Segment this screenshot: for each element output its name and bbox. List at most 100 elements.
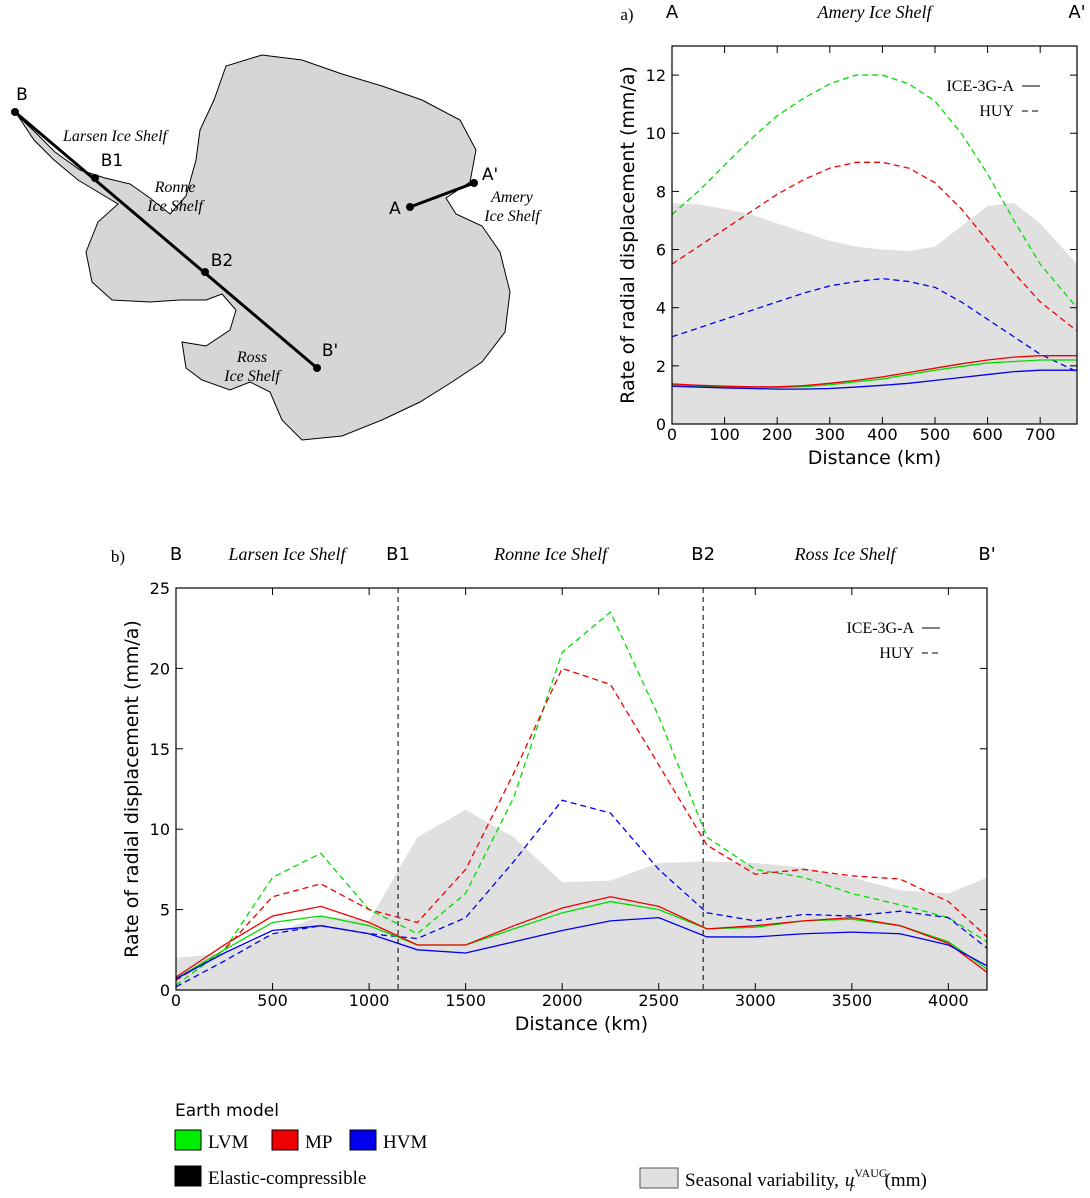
legend-label: ICE-3G-A [946,78,1014,95]
legend-label: ICE-3G-A [846,620,914,637]
x-tick-label: 100 [709,425,740,444]
y-tick-label: 0 [656,415,666,434]
profile-point [470,179,478,187]
y-tick-label: 25 [150,579,170,598]
series-line [671,161,1078,332]
y-tick-label: 6 [656,241,666,260]
map-point-label: A [389,199,401,219]
legend-label: Elastic-compressible [208,1168,366,1189]
y-tick-label: 2 [656,357,666,376]
panel-label: a) [620,5,633,24]
profile-line [14,110,318,370]
map [11,54,511,441]
y-axis-label: Rate of radial displacement (mm/a) [121,620,143,958]
series-line [671,355,1077,388]
series-line [671,359,1077,389]
plot-frame [671,45,1078,425]
x-axis-label: Distance (km) [515,1013,648,1035]
shelf-label: Ross Ice Shelf [794,544,899,564]
profile-label: A [666,2,679,23]
shelf-label: Ronne Ice Shelf [493,544,610,564]
seasonal-area [176,809,987,990]
legend-title: Earth model [175,1101,279,1121]
x-tick-label: 600 [972,425,1003,444]
legend-label-part: VAUG [854,1166,887,1180]
map-point-label: B [16,85,28,105]
map-shelf-label: Ice Shelf [146,198,205,215]
x-tick-label: 500 [257,991,288,1010]
x-tick-label: 1000 [349,991,390,1010]
legend-swatch [174,1129,202,1151]
y-tick-label: 8 [656,182,666,201]
y-tick-label: 10 [150,820,170,839]
legend-swatch [349,1129,377,1151]
shelf-label: Amery Ice Shelf [817,2,935,22]
x-tick-label: 200 [762,425,793,444]
legend-label: LVM [208,1132,249,1153]
x-tick-label: 0 [171,991,181,1010]
series-line [175,900,988,980]
profile-line [409,181,475,209]
legend-label: HUY [879,645,914,662]
x-tick-label: 1500 [445,991,486,1010]
x-tick-label: 400 [867,425,898,444]
map-point-label: B2 [211,251,233,271]
map-shelf-label: Larsen Ice Shelf [62,128,170,145]
legend-label: Seasonal variability, uVAUG r (mm) [685,1166,927,1194]
y-tick-label: 20 [150,659,170,678]
legend-label: HVM [383,1132,427,1153]
x-tick-label: 2000 [542,991,583,1010]
y-tick-label: 5 [160,901,170,920]
map-point-label: B1 [101,151,123,171]
map-shelf-label: Ronne [154,179,196,196]
x-tick-label: 3500 [831,991,872,1010]
y-axis-label: Rate of radial displacement (mm/a) [617,66,639,404]
y-tick-label: 0 [160,981,170,1000]
x-tick-label: 3000 [735,991,776,1010]
legend-swatch [271,1129,299,1151]
shelf-label: Larsen Ice Shelf [228,544,349,564]
map-shelf-label: Ross [236,349,267,366]
series-line [671,277,1078,373]
profile-label: B [170,544,182,565]
legend-label: MP [305,1132,332,1153]
y-tick-label: 10 [646,124,666,143]
profile-label: B2 [691,544,715,565]
legend-swatch [639,1167,679,1189]
x-tick-label: 500 [920,425,951,444]
legend-label-part: u [845,1170,855,1191]
series-line [671,74,1078,309]
series-line [175,611,988,986]
legend-label-part: (mm) [885,1170,927,1191]
y-tick-label: 12 [646,66,666,85]
series-line [175,916,988,980]
panel-label: b) [111,547,125,566]
series-line [175,896,988,978]
profile-point [406,203,414,211]
legend-label-part: Seasonal variability, [685,1170,839,1191]
series-line [671,369,1077,390]
x-tick-label: 2500 [638,991,679,1010]
y-tick-label: 15 [150,740,170,759]
x-tick-label: 0 [667,425,677,444]
x-tick-label: 700 [1025,425,1056,444]
profile-point [91,174,99,182]
seasonal-area [672,203,1077,424]
map-point-label: B' [322,341,338,361]
profile-point [201,268,209,276]
legend-label: HUY [979,103,1014,120]
x-axis-label: Distance (km) [808,447,941,469]
legend-label-part: r [850,1179,856,1194]
map-shelf-label: Amery [490,189,534,206]
plot-frame [175,587,988,991]
x-tick-label: 300 [815,425,846,444]
map-shelf-label: Ice Shelf [483,208,542,225]
profile-label: B' [978,544,995,565]
map-shelf-label: Ice Shelf [223,368,282,385]
map-point-label: A' [482,165,498,185]
profile-label: A' [1068,2,1085,23]
profile-label: B1 [386,544,410,565]
y-tick-label: 4 [656,299,666,318]
legend-swatch [174,1165,202,1187]
